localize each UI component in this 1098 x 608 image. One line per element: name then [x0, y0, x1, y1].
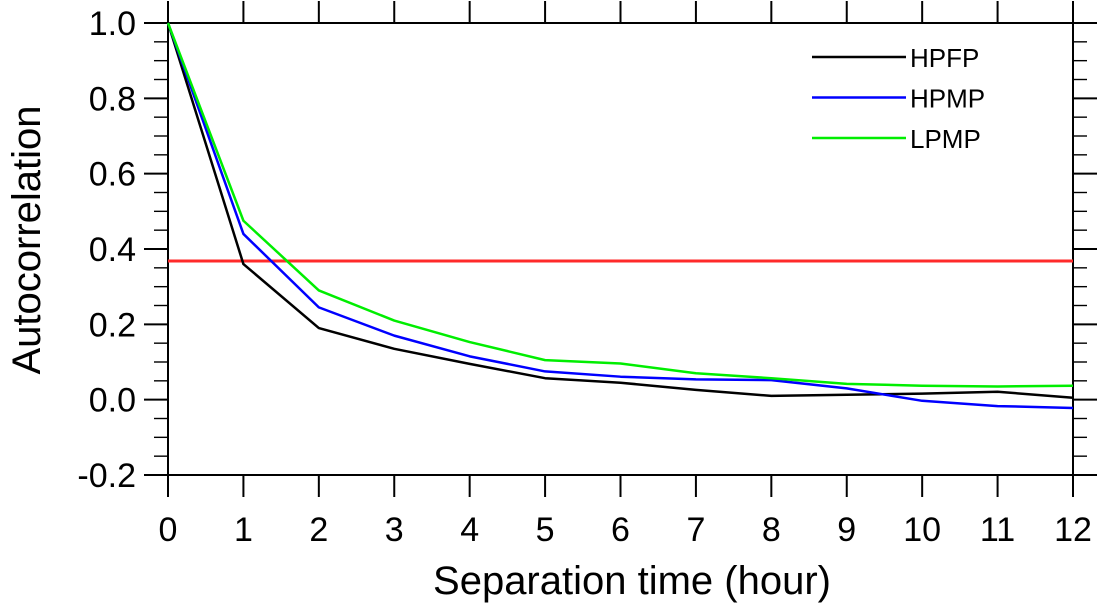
x-tick-label: 11: [980, 511, 1015, 549]
x-tick-label: 9: [837, 511, 856, 549]
y-tick-label: 0.6: [89, 156, 136, 194]
y-tick-label: 0.4: [89, 231, 136, 269]
x-tick-label: 12: [1054, 511, 1092, 549]
x-tick-label: 8: [762, 511, 781, 549]
series-line-lpmp: [166, 22, 1074, 388]
x-tick-label: 1: [234, 511, 253, 549]
legend-label-lpmp: LPMP: [910, 124, 981, 154]
x-axis-title: Separation time (hour): [433, 559, 831, 603]
y-tick-label: 0.2: [89, 306, 136, 344]
x-tick-label: 2: [309, 511, 328, 549]
x-tick-label: 7: [686, 511, 705, 549]
x-tick-label: 4: [460, 511, 479, 549]
x-tick-label: 0: [159, 511, 178, 549]
series-line-hpmp: [166, 22, 1074, 410]
x-tick-label: 3: [385, 511, 404, 549]
plot-area: 0 1 2 3 4 5 6 7 8 9 10 11 12-0.20.00.20.40.60.81.0: [77, 1, 1097, 549]
y-tick-label: 1.0: [89, 5, 136, 43]
x-tick-label: 6: [611, 511, 630, 549]
x-tick-label: 5: [536, 511, 555, 549]
legend-label-hpfp: HPFP: [910, 43, 979, 73]
y-tick-label: 0.8: [89, 80, 136, 118]
y-axis-title: Autocorrelation: [5, 105, 49, 374]
legend-label-hpmp: HPMP: [910, 84, 985, 114]
x-tick-label: 10: [903, 511, 941, 549]
y-tick-label: -0.2: [77, 457, 136, 495]
legend: HPFP HPMP LPMP: [812, 43, 985, 154]
series-line-hpfp: [166, 22, 1074, 400]
y-tick-label: 0.0: [89, 382, 136, 420]
